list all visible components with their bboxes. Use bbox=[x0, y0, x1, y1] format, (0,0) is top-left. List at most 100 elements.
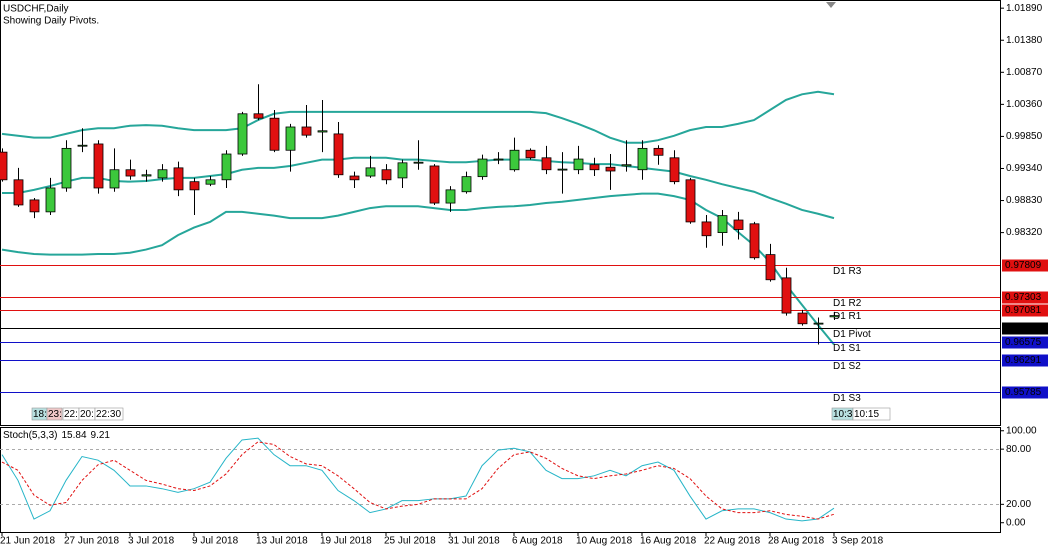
pivot-label: D1 R1 bbox=[833, 311, 862, 322]
candle-body bbox=[157, 169, 168, 179]
y-tick-label: 0.98830 bbox=[1006, 195, 1043, 206]
price-tag bbox=[1002, 386, 1048, 399]
y-tick-label: 1.01890 bbox=[1006, 3, 1043, 14]
y-tick-label: 100.00 bbox=[1006, 425, 1037, 436]
x-tick-label: 25 Jul 2018 bbox=[384, 536, 436, 547]
candle-body bbox=[125, 169, 136, 177]
price-tag bbox=[1002, 259, 1048, 272]
candle-body bbox=[717, 215, 728, 234]
y-tick-label: 20.00 bbox=[1006, 499, 1031, 510]
pivot-label: D1 S3 bbox=[833, 393, 861, 404]
price-tag-label: 0.97303 bbox=[1005, 292, 1042, 303]
candle-body bbox=[621, 164, 632, 167]
plot-layer: 1.01890 1.01380 1.00870 1.00360 0.99850 0.993… bbox=[0, 3, 1048, 547]
band-upper bbox=[1, 90, 835, 144]
pivot-label: D1 R2 bbox=[833, 298, 862, 309]
candle-body bbox=[557, 168, 568, 171]
session-label: 10:15 bbox=[854, 409, 879, 420]
candle-body bbox=[573, 158, 584, 171]
band-lower bbox=[1, 192, 835, 346]
stoch-line bbox=[1, 437, 835, 522]
candle-body bbox=[445, 189, 456, 204]
candle-body bbox=[253, 113, 264, 119]
candle-body bbox=[61, 147, 72, 189]
price-tag bbox=[1002, 336, 1048, 349]
session-label: 23: bbox=[48, 409, 62, 420]
x-tick-label: 9 Jul 2018 bbox=[192, 536, 239, 547]
session-box bbox=[852, 407, 891, 421]
y-tick-label: 0.98320 bbox=[1006, 227, 1043, 238]
candle-body bbox=[797, 312, 808, 325]
candle-body bbox=[237, 113, 248, 155]
x-tick-label: 28 Aug 2018 bbox=[768, 536, 825, 547]
candle-body bbox=[269, 117, 280, 151]
candle-body bbox=[605, 166, 616, 172]
y-tick-label: 1.00360 bbox=[1006, 99, 1043, 110]
price-tag-label: 0.97809 bbox=[1005, 260, 1042, 271]
candle-body bbox=[589, 164, 600, 171]
candle-body bbox=[477, 158, 488, 178]
y-tick-label: 1.01380 bbox=[1006, 35, 1043, 46]
candle-body bbox=[509, 149, 520, 171]
candle-body bbox=[77, 144, 88, 147]
chart-subtitle: Showing Daily Pivots. bbox=[3, 16, 99, 27]
price-tag-label: 0.97081 bbox=[1005, 305, 1042, 316]
price-tag bbox=[1002, 322, 1048, 335]
y-tick-label: 0.00 bbox=[1006, 517, 1026, 528]
pivot-label: D1 S1 bbox=[833, 343, 861, 354]
scroll-marker[interactable] bbox=[826, 2, 836, 8]
candle-body bbox=[285, 126, 296, 151]
candle-body bbox=[765, 254, 776, 281]
candle-body bbox=[749, 223, 760, 259]
candle-body bbox=[205, 179, 216, 185]
candle-body bbox=[29, 199, 40, 213]
session-box bbox=[94, 407, 124, 421]
y-tick-label: 0.99850 bbox=[1006, 131, 1043, 142]
candle-body bbox=[653, 147, 664, 156]
x-tick-label: 22 Aug 2018 bbox=[704, 536, 761, 547]
main-window bbox=[0, 0, 1001, 426]
candle-body bbox=[141, 174, 152, 177]
session-label: 22: bbox=[64, 409, 78, 420]
x-tick-label: 6 Aug 2018 bbox=[512, 536, 563, 547]
candle-body bbox=[541, 157, 552, 171]
candle-body bbox=[45, 187, 56, 213]
candle-body bbox=[701, 221, 712, 237]
pivot-label: D1 R3 bbox=[833, 266, 862, 277]
y-tick-label: 80.00 bbox=[1006, 444, 1031, 455]
candle-body bbox=[781, 277, 792, 314]
session-box bbox=[46, 407, 63, 421]
stoch-line bbox=[1, 441, 835, 520]
candle-body bbox=[333, 133, 344, 176]
candle-body bbox=[637, 147, 648, 171]
session-label: 22:30 bbox=[96, 409, 121, 420]
candle-body bbox=[733, 219, 744, 230]
x-tick-label: 19 Jul 2018 bbox=[320, 536, 372, 547]
candle-body bbox=[93, 143, 104, 189]
candle-body bbox=[493, 158, 504, 161]
indicator-title-part: 9.21 bbox=[91, 430, 111, 441]
session-label: 20: bbox=[80, 409, 94, 420]
candle-body bbox=[669, 157, 680, 183]
y-tick-label: 1.00870 bbox=[1006, 67, 1043, 78]
pivot-label: D1 Pivot bbox=[833, 329, 871, 340]
candle-body bbox=[0, 151, 8, 181]
candle-body bbox=[381, 169, 392, 181]
candle-body bbox=[13, 179, 24, 206]
x-tick-label: 21 Jun 2018 bbox=[0, 536, 55, 547]
y-tick-label: 0.99340 bbox=[1006, 163, 1043, 174]
indicator-window bbox=[0, 427, 1001, 533]
candle-body bbox=[301, 126, 312, 136]
candle-body bbox=[461, 176, 472, 193]
candle-body bbox=[189, 181, 200, 191]
x-tick-label: 3 Jul 2018 bbox=[128, 536, 175, 547]
x-tick-label: 3 Sep 2018 bbox=[832, 536, 884, 547]
price-tag-label: 0.96291 bbox=[1005, 355, 1042, 366]
session-label: 10:3 bbox=[833, 409, 853, 420]
candle-body bbox=[397, 162, 408, 179]
indicator-title-part: Stoch(5,3,3) bbox=[3, 430, 57, 441]
indicator-title-part: 15.84 bbox=[61, 430, 86, 441]
candle-body bbox=[109, 169, 120, 189]
candle-body bbox=[349, 175, 360, 181]
price-tag bbox=[1002, 291, 1048, 304]
